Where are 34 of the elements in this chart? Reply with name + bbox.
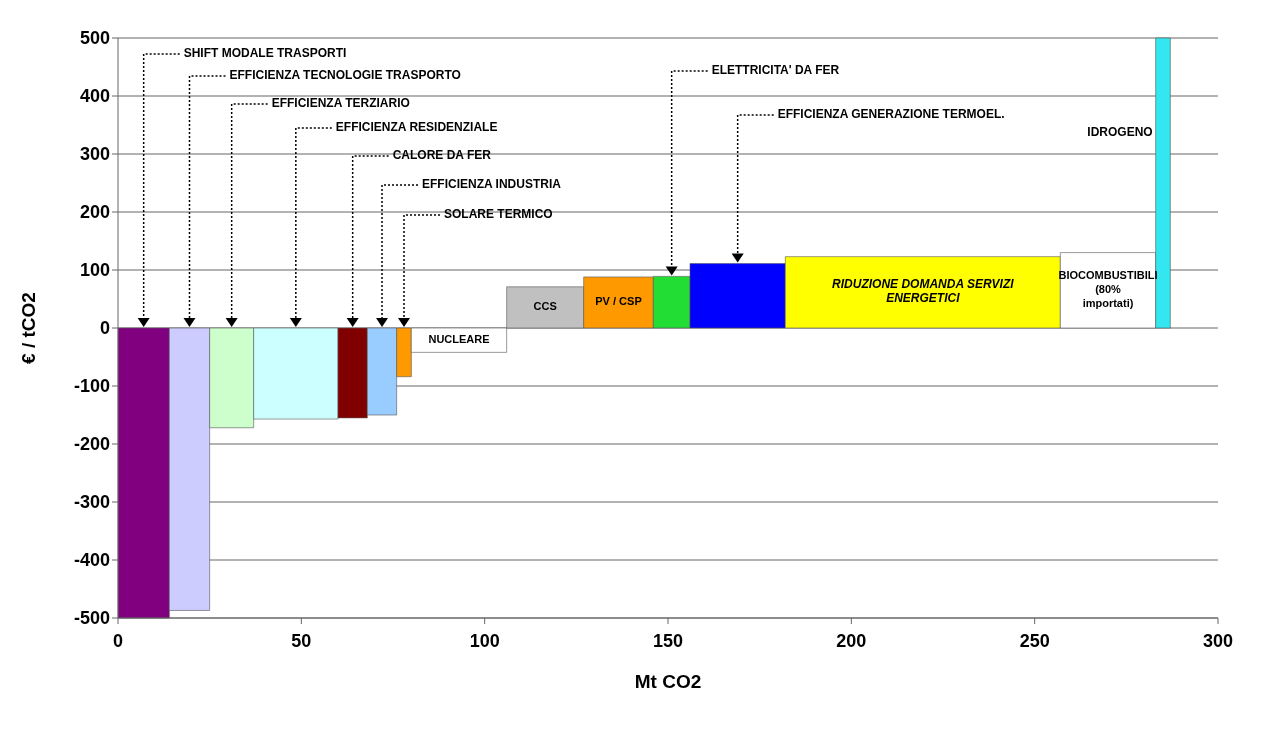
x-tick-label: 100: [469, 630, 500, 651]
y-tick-label: 300: [79, 144, 110, 165]
y-axis-title: € / tCO2: [17, 292, 39, 364]
y-tick-label: -200: [73, 434, 110, 455]
annotation: CALORE DA FER: [392, 148, 492, 163]
annotation: EFFICIENZA TERZIARIO: [271, 96, 410, 111]
y-tick-label: -500: [73, 608, 110, 629]
annotation: PV / CSP: [595, 295, 642, 308]
annotation: CCS: [533, 300, 557, 313]
x-axis-title: Mt CO2: [634, 671, 702, 692]
y-tick-label: 400: [79, 86, 110, 107]
annotation: ELETTRICITA' DA FER: [711, 63, 840, 78]
y-tick-label: 0: [99, 318, 110, 339]
annotation: SHIFT MODALE TRASPORTI: [183, 46, 347, 61]
annotation: EFFICIENZA GENERAZIONE TERMOEL.: [777, 107, 1005, 122]
annotation: EFFICIENZA INDUSTRIA: [422, 177, 562, 192]
y-tick-label: -400: [73, 550, 110, 571]
x-tick-label: 0: [112, 630, 124, 651]
annotation: RIDUZIONE DOMANDA SERVIZI ENERGETICI: [832, 277, 1015, 306]
annotation: EFFICIENZA RESIDENZIALE: [335, 120, 498, 135]
annotation: SOLARE TERMICO: [444, 207, 553, 222]
x-tick-label: 150: [652, 630, 684, 651]
y-tick-label: -300: [73, 492, 110, 513]
x-tick-label: 200: [836, 630, 867, 651]
x-tick-label: 300: [1202, 630, 1234, 651]
y-tick-label: -100: [73, 376, 110, 397]
x-tick-label: 50: [291, 630, 312, 651]
y-tick-label: 200: [79, 202, 110, 223]
x-tick-label: 250: [1019, 630, 1050, 651]
annotation: IDROGENO: [1087, 125, 1153, 140]
y-tick-label: 100: [79, 260, 110, 281]
annotation: NUCLEARE: [428, 333, 490, 346]
y-tick-label: 500: [79, 28, 110, 49]
annotation: EFFICIENZA TECNOLOGIE TRASPORTO: [229, 68, 461, 83]
